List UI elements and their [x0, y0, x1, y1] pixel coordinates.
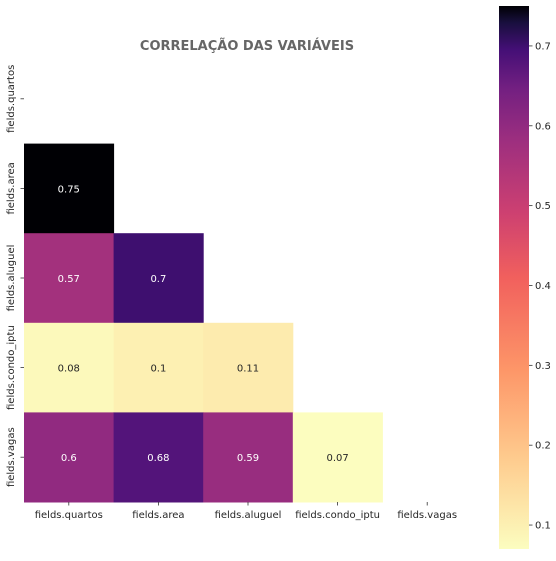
heatmap-cell-2-1 [113, 233, 204, 324]
y-tick-label-4: fields.vagas [6, 427, 17, 487]
heatmap-cell-label-1-0: 0.75 [58, 184, 80, 195]
heatmap-cell-2-0 [24, 233, 115, 324]
heatmap-cell-label-3-1: 0.1 [150, 364, 166, 375]
y-axis: fields.quartos fields.area fields.aluguel f… [6, 65, 24, 487]
x-tick-label-2: fields.aluguel [215, 510, 282, 521]
y-tick-label-0: fields.quartos [6, 65, 17, 133]
x-tick-label-3: fields.condo_iptu [295, 510, 380, 521]
heatmap-cell-3-2 [203, 322, 294, 413]
y-tick-label-2: fields.aluguel [6, 245, 17, 312]
x-tick-label-4: fields.vagas [397, 510, 457, 521]
heatmap-cells: 0.75 0.57 0.7 0.08 0.1 0.11 0.6 0.68 0.59 0.07 [24, 143, 383, 503]
heatmap-cell-4-2 [203, 412, 294, 503]
x-axis: fields.quartos fields.area fields.aluguel f… [35, 502, 457, 521]
heatmap-cell-4-3 [292, 412, 383, 503]
colorbar-tick-label-6: 0.7 [535, 41, 551, 52]
heatmap-cell-label-4-3: 0.07 [326, 453, 348, 464]
heatmap-cell-4-1 [113, 412, 204, 503]
colorbar-tick-label-0: 0.1 [535, 521, 551, 532]
colorbar-ticks: 0.1 0.2 0.3 0.4 0.5 0.6 0.7 [529, 41, 551, 532]
colorbar: 0.1 0.2 0.3 0.4 0.5 0.6 0.7 [499, 6, 551, 549]
y-tick-label-1: fields.area [6, 162, 17, 214]
heatmap-cell-label-4-2: 0.59 [237, 453, 259, 464]
colorbar-tick-label-2: 0.3 [535, 361, 551, 372]
colorbar-tick-label-3: 0.4 [535, 281, 551, 292]
heatmap-cell-label-4-0: 0.6 [61, 453, 77, 464]
heatmap-cell-label-3-0: 0.08 [58, 364, 80, 375]
heatmap-cell-1-0 [24, 143, 115, 234]
heatmap-cell-3-0 [24, 322, 115, 413]
colorbar-tick-label-1: 0.2 [535, 441, 551, 452]
colorbar-gradient [499, 6, 529, 549]
y-tick-label-3: fields.condo_iptu [6, 325, 17, 410]
heatmap-cell-4-0 [24, 412, 115, 503]
chart-title: CORRELAÇÃO DAS VARIÁVEIS [140, 38, 354, 54]
heatmap-cell-label-4-1: 0.68 [147, 453, 169, 464]
colorbar-tick-label-5: 0.6 [535, 121, 551, 132]
colorbar-tick-label-4: 0.5 [535, 201, 551, 212]
x-tick-label-1: fields.area [132, 510, 184, 521]
heatmap-cell-label-2-1: 0.7 [150, 274, 166, 285]
heatmap-cell-label-2-0: 0.57 [58, 274, 80, 285]
heatmap-cell-3-1 [113, 322, 204, 413]
x-tick-label-0: fields.quartos [35, 510, 103, 521]
heatmap-cell-label-3-2: 0.11 [237, 364, 259, 375]
